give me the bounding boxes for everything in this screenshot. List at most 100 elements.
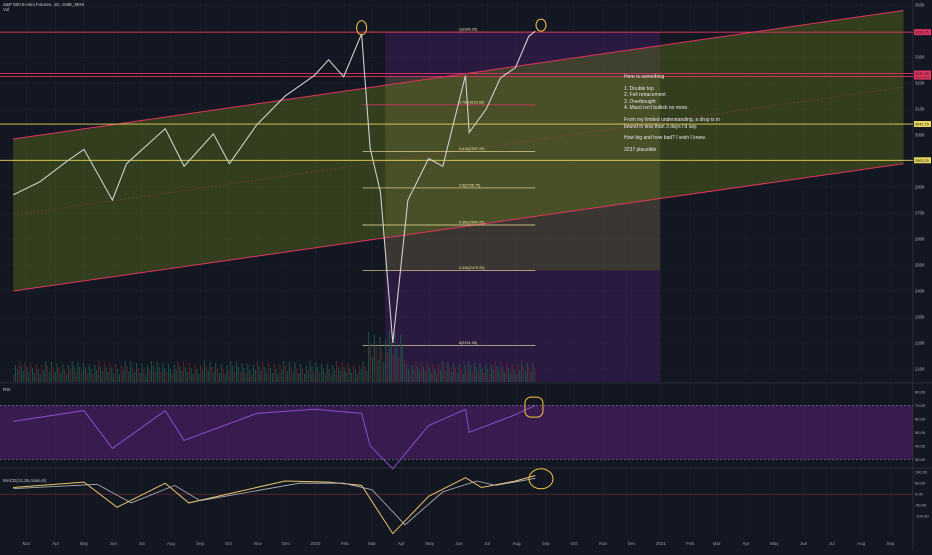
volume-bar — [381, 349, 383, 382]
volume-bar — [341, 362, 343, 382]
volume-bar — [194, 364, 196, 382]
volume-bar — [35, 364, 37, 382]
x-tick-label: Jun — [110, 541, 118, 546]
volume-bar — [349, 368, 351, 382]
volume-bar — [356, 374, 358, 382]
volume-bar — [33, 373, 35, 382]
macd-tick-label: -50.00 — [915, 503, 927, 508]
y-tick-label: 3500 — [915, 3, 925, 8]
volume-bar — [219, 373, 220, 382]
x-tick-label: 2021 — [656, 541, 667, 546]
volume-bar — [281, 370, 283, 382]
volume-bar — [483, 373, 485, 382]
y-tick-label: 2300 — [915, 315, 925, 320]
volume-bar — [351, 373, 353, 382]
volume-bar — [530, 372, 532, 382]
rsi-band — [0, 405, 913, 460]
volume-bar — [188, 363, 190, 382]
volume-bar — [264, 367, 266, 382]
volume-bar — [443, 366, 445, 382]
fib-level-label: 0.786(3116.56) — [459, 100, 485, 104]
volume-bar — [52, 367, 54, 382]
x-tick-label: Apr — [398, 541, 406, 546]
price-tag — [914, 73, 931, 80]
volume-bar — [81, 372, 83, 382]
volume-bar — [203, 361, 205, 382]
volume-bar — [258, 366, 260, 382]
volume-bar — [196, 369, 198, 382]
volume-bar — [409, 374, 411, 382]
volume-bar — [504, 372, 506, 382]
note-point: 1. Double top — [624, 85, 654, 92]
volume-bar — [296, 368, 298, 382]
volume-bar — [415, 361, 417, 382]
x-tick-label: Dec — [282, 541, 291, 546]
volume-bar — [436, 374, 438, 382]
volume-bar — [132, 367, 134, 382]
volume-bar — [158, 367, 160, 382]
volume-bar — [251, 374, 253, 382]
volume-bar — [171, 374, 173, 382]
volume-bar — [387, 352, 389, 382]
x-tick-label: Apr — [52, 541, 60, 546]
volume-bar — [447, 362, 449, 382]
volume-bar — [470, 366, 472, 382]
volume-bar — [439, 370, 441, 382]
volume-bar — [220, 364, 222, 382]
volume-bar — [105, 367, 107, 382]
x-tick-label: Aug — [512, 541, 521, 546]
volume-bar — [424, 372, 426, 382]
volume-bar — [260, 371, 262, 382]
volume-bar — [226, 365, 228, 382]
price-tag-label: 3396.25 — [915, 31, 929, 35]
note-paragraph: From my limited understanding, a drop is… — [624, 116, 720, 130]
volume-bar — [494, 361, 496, 382]
y-tick-label: 2200 — [915, 341, 925, 346]
volume-bar — [413, 370, 415, 382]
y-tick-label: 3300 — [915, 55, 925, 60]
volume-bar — [462, 374, 464, 382]
volume-bar — [56, 363, 58, 382]
volume-bar — [358, 365, 360, 382]
volume-bar — [402, 347, 404, 382]
symbol-title[interactable]: S&P 500 E-mini Futures, 1D, CME_MINI — [3, 2, 84, 7]
note-point: 4. Macd isn't bullish no more. — [624, 105, 689, 112]
volume-bar — [241, 363, 243, 382]
volume-bar — [198, 374, 200, 382]
volume-bar — [66, 374, 67, 382]
volume-bar — [392, 354, 394, 382]
volume-bar — [124, 361, 126, 382]
volume-bar — [62, 364, 64, 382]
macd-tick-label: -100.00 — [915, 514, 929, 519]
volume-bar — [122, 370, 124, 382]
x-tick-label: 2020 — [310, 541, 321, 546]
x-tick-label: Apr — [742, 541, 750, 546]
volume-bar — [328, 369, 330, 382]
volume-bar — [523, 366, 524, 382]
volume-bar — [377, 359, 379, 382]
rsi-overbought-marker — [524, 396, 544, 418]
volume-bar — [290, 367, 292, 382]
volume-bar — [134, 372, 135, 382]
volume-bar — [115, 364, 117, 382]
volume-bar — [285, 366, 287, 382]
volume-bar — [228, 370, 230, 382]
volume-bar — [485, 364, 487, 382]
volume-bar — [422, 367, 424, 382]
volume-bar — [183, 362, 185, 382]
volume-bar — [211, 367, 213, 382]
chart-header: S&P 500 E-mini Futures, 1D, CME_MINI Vol — [3, 2, 84, 12]
y-tick-label: 2100 — [915, 367, 925, 372]
volume-bar — [92, 374, 94, 382]
volume-bar — [411, 365, 413, 382]
volume-bar — [407, 369, 409, 382]
volume-bar — [273, 364, 275, 382]
volume-bar — [394, 332, 396, 382]
volume-bar — [279, 365, 281, 382]
volume-bar — [162, 363, 164, 382]
volume-bar — [245, 373, 247, 382]
volume-bar — [236, 362, 237, 382]
volume-bar — [256, 361, 258, 382]
volume-bar — [336, 361, 338, 382]
